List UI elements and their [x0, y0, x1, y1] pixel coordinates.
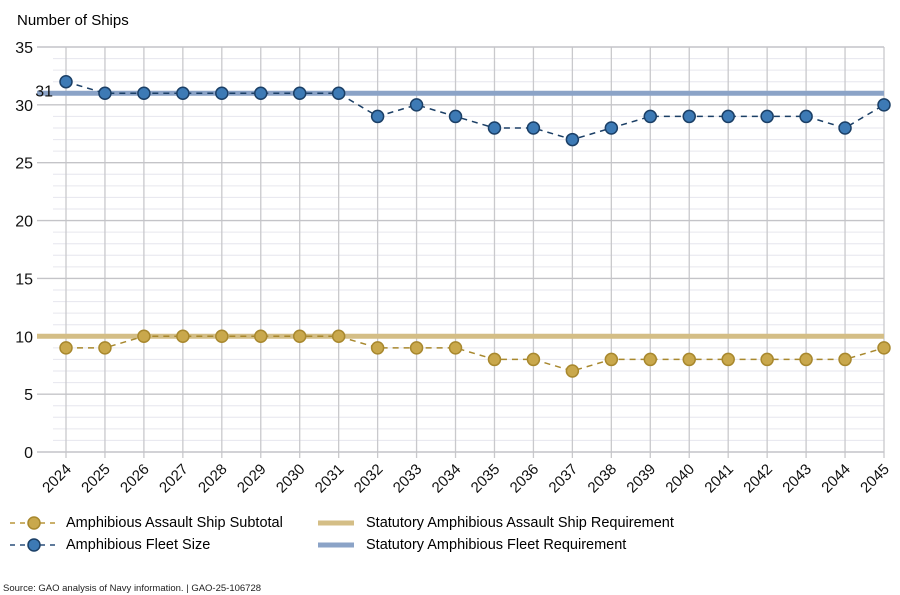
x-tick-label: 2042 — [740, 461, 776, 497]
y-tick-label: 0 — [24, 445, 33, 462]
legend-label: Statutory Amphibious Assault Ship Requir… — [366, 515, 674, 531]
y-tick-label: 20 — [15, 214, 33, 231]
x-tick-label: 2038 — [585, 461, 621, 497]
y-tick-label: 30 — [15, 98, 33, 115]
data-point — [487, 121, 502, 135]
data-point — [448, 341, 463, 355]
legend-item-fleet-requirement: Statutory Amphibious Fleet Requirement — [318, 536, 626, 554]
data-point — [721, 109, 735, 124]
data-point — [526, 121, 541, 135]
data-point — [59, 341, 73, 355]
x-tick-label: 2043 — [779, 461, 815, 497]
data-point — [370, 341, 385, 355]
legend-item-assault-subtotal: Amphibious Assault Ship Subtotal — [8, 514, 283, 532]
x-tick-label: 2034 — [429, 461, 465, 497]
legend-label: Amphibious Assault Ship Subtotal — [66, 515, 283, 531]
data-point — [370, 109, 385, 124]
data-point — [604, 121, 619, 135]
data-point — [877, 98, 891, 112]
data-point — [682, 352, 696, 367]
x-tick-label: 2036 — [507, 461, 543, 497]
x-tick-label: 2027 — [156, 461, 192, 497]
data-point — [448, 109, 463, 124]
legend-solid-line-gold-icon — [318, 520, 354, 526]
data-point — [721, 352, 735, 367]
data-point — [799, 352, 813, 367]
x-tick-label: 2028 — [195, 461, 231, 497]
x-tick-label: 2026 — [117, 461, 153, 497]
data-point — [682, 109, 696, 124]
data-point — [643, 352, 658, 367]
data-point — [137, 329, 151, 344]
y-tick-label: 25 — [15, 156, 33, 173]
legend-label: Statutory Amphibious Fleet Requirement — [366, 537, 627, 553]
data-point — [838, 121, 852, 135]
x-tick-label: 2029 — [234, 461, 270, 497]
data-point — [487, 352, 502, 367]
data-point — [331, 329, 346, 344]
data-point — [760, 352, 774, 367]
legend-item-assault-requirement: Statutory Amphibious Assault Ship Requir… — [318, 514, 674, 532]
y-tick-label: 35 — [15, 40, 33, 57]
x-tick-label: 2039 — [623, 461, 659, 497]
data-point — [254, 329, 268, 344]
source-note: Source: GAO analysis of Navy information… — [3, 583, 262, 594]
data-point — [254, 86, 268, 101]
reference-line-label: 31 — [35, 83, 53, 100]
x-tick-label: 2032 — [351, 461, 387, 497]
x-tick-label: 2045 — [857, 461, 893, 497]
y-axis-title: Number of Ships — [17, 12, 129, 29]
legend-item-fleet-size: Amphibious Fleet Size — [8, 536, 210, 554]
data-point — [526, 352, 541, 367]
x-tick-label: 2033 — [390, 461, 426, 497]
x-tick-label: 2040 — [662, 461, 698, 497]
data-point — [176, 86, 190, 101]
data-point — [176, 329, 190, 344]
data-point — [292, 86, 307, 101]
data-point — [643, 109, 658, 124]
data-point — [331, 86, 346, 101]
data-point — [838, 352, 852, 367]
x-tick-label: 2035 — [468, 461, 504, 497]
legend-dashed-marker-gold-icon — [10, 516, 58, 530]
data-point — [215, 329, 229, 344]
y-tick-label: 15 — [15, 271, 33, 288]
data-point — [565, 132, 580, 147]
series-line — [66, 335, 885, 372]
data-point — [877, 341, 891, 355]
data-point — [604, 352, 619, 367]
data-point — [565, 364, 580, 378]
data-point — [59, 74, 73, 89]
legend-dashed-marker-blue-icon — [10, 538, 58, 552]
x-tick-label: 2041 — [701, 461, 737, 497]
x-tick-label: 2031 — [312, 461, 348, 497]
y-tick-label: 5 — [24, 387, 33, 404]
x-tick-label: 2030 — [273, 461, 309, 497]
legend-solid-line-blue-icon — [318, 542, 354, 548]
x-tick-label: 2044 — [818, 461, 854, 497]
series-line — [65, 80, 885, 141]
data-point — [137, 86, 151, 101]
x-tick-label: 2037 — [546, 461, 582, 497]
data-point — [292, 329, 307, 344]
data-point — [409, 98, 424, 112]
data-point — [215, 86, 229, 101]
y-tick-label: 10 — [15, 329, 33, 346]
data-point — [98, 341, 112, 355]
data-point — [799, 109, 813, 124]
x-tick-label: 2024 — [39, 461, 75, 497]
data-point — [409, 341, 424, 355]
x-tick-label: 2025 — [78, 461, 114, 497]
legend-label: Amphibious Fleet Size — [66, 537, 211, 553]
data-point — [98, 86, 112, 101]
data-point — [760, 109, 774, 124]
